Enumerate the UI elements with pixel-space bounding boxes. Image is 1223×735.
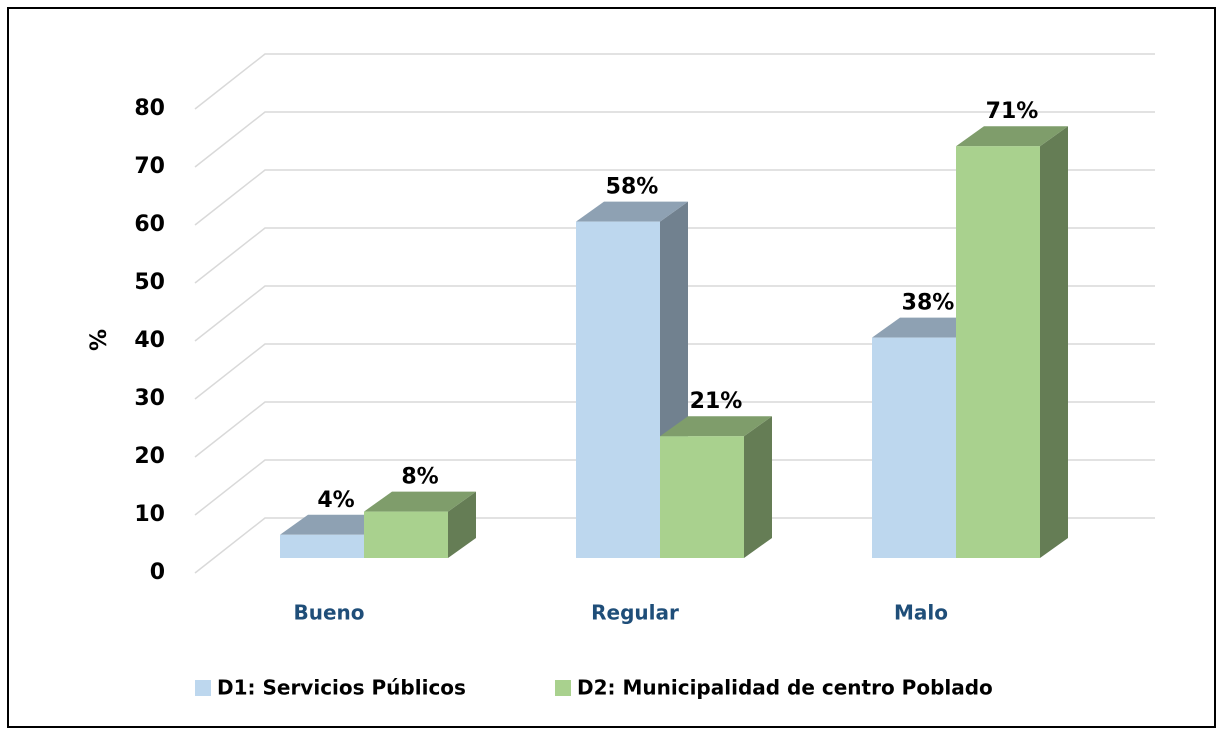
y-tick-label: 80 (134, 96, 165, 121)
y-axis-label: % (87, 329, 112, 351)
data-label: 8% (401, 465, 438, 490)
bar (660, 416, 772, 558)
legend-label: D2: Municipalidad de centro Poblado (577, 676, 993, 700)
data-label: 4% (317, 488, 354, 513)
legend-swatch (195, 680, 211, 696)
data-label: 21% (690, 389, 743, 414)
bar-side (448, 491, 476, 558)
grid-line (194, 53, 1155, 110)
y-tick-label: 20 (134, 444, 165, 469)
bar-side (1040, 126, 1068, 558)
bar-front (280, 534, 364, 558)
legend-swatch (555, 680, 571, 696)
y-tick-label: 0 (150, 560, 165, 585)
bar (364, 491, 476, 558)
grid-line (194, 227, 1155, 284)
bar-side (744, 416, 772, 558)
bar-top (956, 126, 1068, 147)
grid-line (194, 169, 1155, 226)
grid-line (194, 517, 1155, 574)
data-label: 58% (606, 175, 659, 200)
y-tick-label: 10 (134, 502, 165, 527)
y-tick-label: 50 (134, 270, 165, 295)
grid-line (194, 285, 1155, 342)
bar-front (576, 221, 660, 558)
y-tick-label: 60 (134, 212, 165, 237)
bar-top (576, 201, 688, 222)
bar-front (956, 146, 1040, 558)
bar-front (660, 436, 744, 558)
data-label: 71% (986, 99, 1039, 124)
x-tick-label: Malo (894, 601, 948, 625)
bar (956, 126, 1068, 558)
grid-line (194, 343, 1155, 400)
y-tick-label: 70 (134, 154, 165, 179)
bar-top (660, 416, 772, 437)
x-tick-label: Bueno (293, 601, 364, 625)
data-label: 38% (902, 291, 955, 316)
x-tick-label: Regular (591, 601, 679, 625)
bar (576, 201, 688, 558)
grid-line (194, 111, 1155, 168)
grid-line (194, 401, 1155, 458)
y-tick-label: 30 (134, 386, 165, 411)
y-tick-label: 40 (134, 328, 165, 353)
legend-label: D1: Servicios Públicos (217, 676, 466, 700)
bar-top (364, 491, 476, 512)
bar-front (364, 511, 448, 558)
bar-front (872, 337, 956, 558)
grid-line (194, 459, 1155, 516)
